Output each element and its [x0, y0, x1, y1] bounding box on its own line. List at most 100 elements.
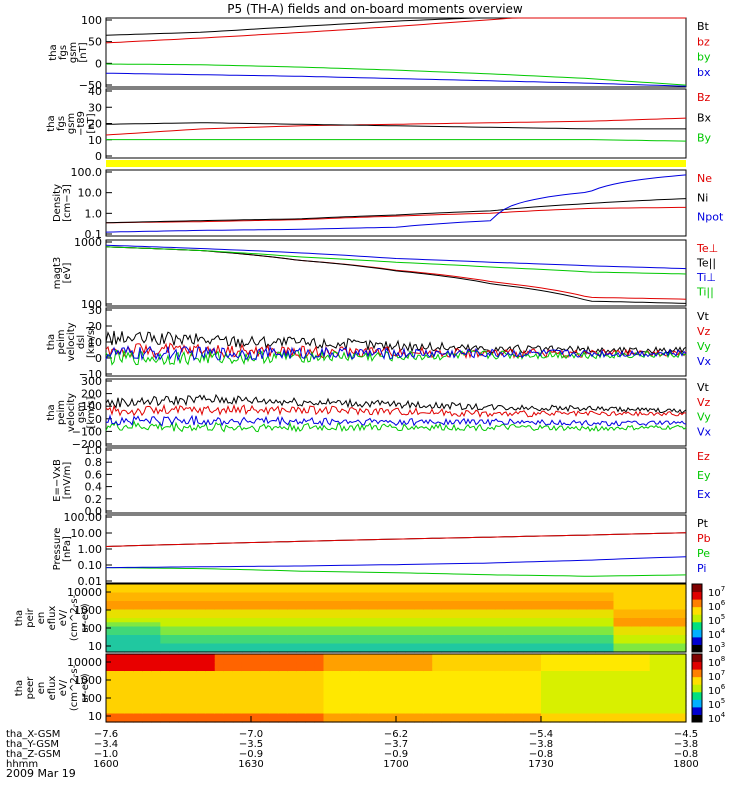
spectrogram-cell — [296, 584, 306, 589]
spectrogram-cell — [260, 675, 270, 681]
colorbar-segment — [692, 629, 702, 638]
spectrogram-cell — [577, 717, 587, 723]
series-line-Pe — [105, 567, 687, 577]
spectrogram-cell — [676, 643, 687, 649]
spectrogram-cell — [133, 666, 143, 672]
x-row-value: −6.2 — [384, 729, 408, 740]
spectrogram-cell — [332, 584, 343, 589]
legend-Bx: Bx — [697, 111, 712, 124]
spectrogram-cell — [251, 671, 261, 676]
spectrogram-cell — [232, 705, 243, 710]
spectrogram-cell — [278, 622, 288, 628]
spectrogram-cell — [323, 683, 334, 689]
spectrogram-cell — [531, 630, 542, 636]
spectrogram-cell — [631, 596, 642, 602]
spectrogram-cell — [396, 635, 406, 640]
spectrogram-cell — [214, 605, 225, 611]
spectrogram-cell — [232, 675, 243, 681]
spectrogram-cell — [513, 671, 524, 676]
spectrogram-cell — [640, 630, 651, 636]
legend-Ne: Ne — [697, 172, 712, 185]
spectrogram-cell — [604, 592, 615, 598]
spectrogram-cell — [359, 666, 370, 672]
spectrogram-cell — [613, 705, 624, 710]
series-line-Pi — [106, 556, 687, 569]
spectrogram-cell — [414, 635, 424, 640]
spectrogram-cell — [368, 700, 379, 706]
spectrogram-cell — [531, 622, 542, 628]
spectrogram-cell — [178, 592, 189, 598]
spectrogram-cell — [386, 713, 397, 719]
spectrogram-cell — [341, 696, 352, 702]
spectrogram-cell — [160, 596, 171, 602]
spectrogram-cell — [631, 618, 642, 623]
spectrogram-cell — [495, 613, 506, 619]
spectrogram-cell — [676, 626, 687, 632]
spectrogram-cell — [241, 700, 252, 706]
spectrogram-cell — [450, 630, 461, 636]
spectrogram-cell — [169, 601, 180, 606]
spectrogram-cell — [133, 609, 143, 615]
spectrogram-cell — [241, 688, 252, 693]
spectrogram-cell — [604, 696, 615, 702]
spectrogram-cell — [314, 666, 325, 672]
spectrogram-cell — [649, 605, 660, 611]
spectrogram-cell — [441, 671, 451, 676]
x-row-value: −3.5 — [239, 739, 263, 750]
spectrogram-cell — [196, 592, 207, 598]
spectrogram-cell — [595, 688, 606, 693]
spectrogram-cell — [124, 618, 134, 623]
spectrogram-cell — [178, 605, 189, 611]
colorbar-segment — [692, 591, 702, 600]
spectrogram-cell — [314, 626, 325, 632]
spectrogram-cell — [577, 630, 587, 636]
spectrogram-cell — [486, 654, 497, 659]
spectrogram-cell — [423, 622, 433, 628]
spectrogram-cell — [296, 635, 306, 640]
spectrogram-cell — [396, 643, 406, 649]
spectrogram-cell — [278, 675, 288, 681]
spectrogram-cell — [613, 626, 624, 632]
spectrogram-cell — [287, 692, 297, 698]
x-row-value: −4.5 — [674, 729, 698, 740]
spectrogram-cell — [613, 596, 624, 602]
spectrogram-cell — [541, 658, 551, 664]
spectrogram-cell — [341, 596, 352, 602]
spectrogram-cell — [332, 688, 343, 693]
spectrogram-cell — [468, 609, 479, 615]
spectrogram-cell — [187, 592, 198, 598]
legend-Ti||: Ti|| — [696, 286, 714, 299]
spectrogram-cell — [142, 679, 152, 685]
spectrogram-cell — [124, 630, 134, 636]
y-axis-label: peer — [25, 676, 36, 700]
spectrogram-cell — [649, 696, 660, 702]
spectrogram-cell — [341, 709, 352, 715]
spectrogram-cell — [405, 626, 415, 632]
spectrogram-cell — [187, 630, 198, 636]
spectrogram-cell — [441, 622, 451, 628]
spectrogram-cell — [260, 643, 270, 649]
spectrogram-cell — [169, 658, 180, 664]
spectrogram-cell — [595, 613, 606, 619]
colorbar-exponent: 5 — [721, 613, 725, 621]
spectrogram-cell — [441, 643, 451, 649]
spectrogram-cell — [386, 671, 397, 676]
spectrogram-cell — [613, 692, 624, 698]
spectrogram-cell — [486, 630, 497, 636]
spectrogram-cell — [178, 705, 189, 710]
spectrogram-cell — [341, 601, 352, 606]
spectrogram-cell — [332, 679, 343, 685]
series-line-Bx — [105, 122, 686, 130]
spectrogram-cell — [622, 584, 633, 589]
spectrogram-cell — [676, 688, 687, 693]
spectrogram-cell — [223, 630, 234, 636]
spectrogram-cell — [613, 643, 624, 649]
spectrogram-cell — [405, 662, 415, 668]
spectrogram-cell — [269, 705, 279, 710]
spectrogram-cell — [332, 622, 343, 628]
spectrogram-cell — [667, 713, 678, 719]
y-axis-label: [km/s] — [86, 326, 97, 358]
spectrogram-cell — [541, 613, 551, 619]
spectrogram-cell — [359, 630, 370, 636]
spectrogram-cell — [205, 630, 216, 636]
